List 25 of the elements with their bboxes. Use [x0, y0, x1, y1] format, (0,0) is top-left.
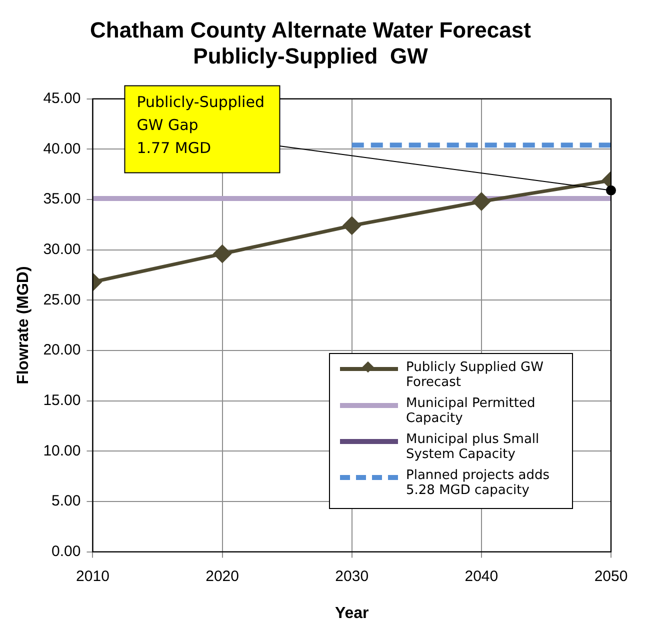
legend-label: Municipal plus Small System Capacity: [406, 432, 540, 462]
legend-label: Municipal Permitted Capacity: [406, 396, 536, 426]
legend-label: Planned projects adds 5.28 MGD capacity: [406, 468, 551, 498]
x-tick-label: 2030: [335, 568, 369, 585]
y-tick-label: 20.00: [43, 342, 81, 359]
y-tick-label: 5.00: [52, 492, 81, 510]
y-tick-label: 10.00: [43, 442, 81, 460]
x-tick-label: 2040: [464, 568, 498, 585]
x-axis-title: Year: [334, 604, 369, 622]
x-tick-label: 2050: [594, 568, 628, 585]
legend-label: Publicly Supplied GW Forecast: [406, 360, 544, 390]
y-tick-label: 40.00: [43, 140, 81, 158]
text: Chatham County Alternate Water Forecast: [90, 17, 531, 42]
y-tick-label: 0.00: [52, 542, 81, 560]
x-tick-label: 2010: [76, 568, 110, 585]
y-tick-label: 15.00: [43, 392, 81, 409]
x-tick-label: 2020: [206, 568, 239, 585]
point: [343, 216, 361, 234]
y-tick-label: 45.00: [43, 90, 81, 107]
y-axis-title: Flowrate (MGD): [15, 266, 32, 384]
annotation: Publicly-Supplied GW Gap 1.77 MGD: [136, 93, 264, 158]
text: Publicly-Supplied GW: [193, 44, 428, 69]
y-tick-label: 25.00: [43, 291, 81, 308]
y-tick-label: 30.00: [43, 240, 81, 258]
y-tick-label: 35.00: [43, 190, 81, 208]
